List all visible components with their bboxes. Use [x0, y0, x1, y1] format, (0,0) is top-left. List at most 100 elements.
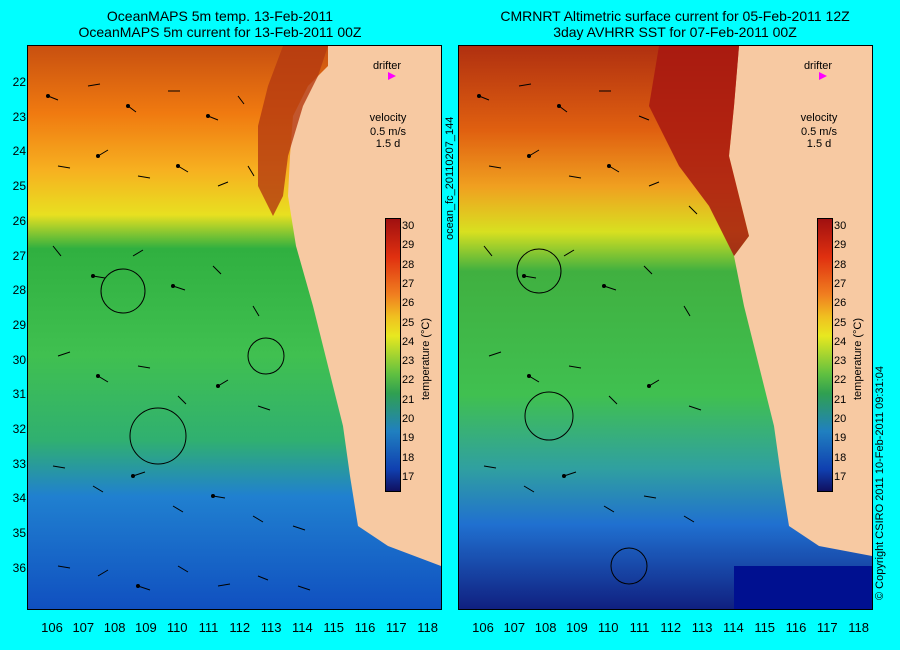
colorbar-tick-29: 29 [834, 239, 847, 252]
lat-tick-31: 31 [12, 387, 26, 402]
right-drifter-marker [819, 72, 827, 80]
lat-tick-26: 26 [12, 213, 26, 228]
lon-tick-114: 114 [292, 620, 313, 635]
lat-tick-29: 29 [12, 317, 26, 332]
right-title-line2: 3day AVHRR SST for 07-Feb-2011 00Z [553, 24, 797, 40]
lon-tick-110: 110 [166, 620, 188, 635]
lon-tick-109: 109 [135, 620, 157, 635]
left-warm-coast [258, 46, 328, 216]
left-title-line1: OceanMAPS 5m temp. 13-Feb-2011 [106, 8, 334, 24]
lon-tick-107: 107 [72, 620, 95, 635]
lon-tick-112: 112 [660, 620, 682, 635]
lon-tick-106: 106 [41, 620, 63, 635]
lon-tick-107: 107 [503, 620, 526, 635]
lon-tick-110: 110 [597, 620, 619, 635]
left-velocity-value: 0.5 m/s [369, 126, 407, 138]
right-warm-coast [649, 46, 749, 256]
right-velocity-label: velocity [800, 112, 838, 124]
lat-tick-28: 28 [12, 283, 26, 298]
lat-tick-35: 35 [12, 526, 26, 541]
left-title: OceanMAPS 5m temp. 13-Feb-2011 OceanMAPS… [40, 8, 400, 40]
lon-tick-106: 106 [472, 620, 494, 635]
colorbar-tick-24: 24 [834, 335, 847, 348]
lon-tick-113: 113 [691, 620, 713, 635]
lat-tick-22: 22 [12, 75, 26, 89]
colorbar-tick-21: 21 [402, 393, 415, 406]
lon-tick-112: 112 [229, 620, 251, 635]
lon-tick-116: 116 [354, 620, 376, 635]
colorbar-tick-18: 18 [834, 451, 847, 464]
colorbar-tick-26: 26 [402, 297, 415, 310]
right-vector-dots [477, 94, 651, 478]
colorbar-tick-23: 23 [402, 355, 415, 368]
colorbar-tick-30: 30 [402, 220, 415, 232]
colorbar-tick-27: 27 [402, 277, 415, 290]
left-velocity-label: velocity [369, 112, 407, 124]
colorbar-tick-23: 23 [834, 355, 847, 368]
left-drifter-label: drifter [372, 60, 402, 72]
colorbar-tick-21: 21 [834, 393, 847, 406]
lon-tick-114: 114 [723, 620, 744, 635]
colorbar-tick-26: 26 [834, 297, 847, 310]
lon-tick-111: 111 [629, 620, 650, 635]
left-map-svg [28, 46, 441, 609]
right-current-vectors [478, 83, 702, 585]
right-title-line1: CMRNRT Altimetric surface current for 05… [500, 8, 850, 24]
colorbar-tick-17: 17 [834, 470, 847, 483]
lon-tick-108: 108 [103, 620, 126, 635]
left-title-line2: OceanMAPS 5m current for 13-Feb-2011 00Z [78, 24, 362, 40]
lon-tick-115: 115 [323, 620, 345, 635]
right-title: CMRNRT Altimetric surface current for 05… [455, 8, 895, 40]
colorbar-tick-30: 30 [834, 220, 847, 232]
lon-tick-117: 117 [385, 620, 407, 635]
right-map-panel[interactable] [458, 45, 873, 610]
colorbar-tick-18: 18 [402, 451, 415, 464]
copyright-label: © Copyright CSIRO 2011 10-Feb-2011 09:31… [874, 366, 886, 600]
colorbar-tick-19: 19 [834, 432, 847, 445]
lon-tick-115: 115 [754, 620, 776, 635]
colorbar-tick-19: 19 [402, 432, 415, 445]
left-map-panel[interactable] [27, 45, 442, 610]
lat-tick-25: 25 [12, 179, 26, 194]
left-vector-dots [46, 94, 220, 588]
right-colorbar [817, 218, 833, 492]
right-drifter-label: drifter [803, 60, 833, 72]
lat-tick-27: 27 [12, 248, 26, 263]
right-colorbar-title: temperature (°C) [852, 317, 864, 400]
lat-tick-34: 34 [12, 491, 26, 506]
colorbar-tick-28: 28 [402, 258, 415, 271]
left-colorbar-title: temperature (°C) [420, 317, 432, 400]
lon-tick-118: 118 [417, 620, 438, 635]
right-velocity-value: 0.5 m/s [800, 126, 838, 138]
lon-tick-109: 109 [566, 620, 588, 635]
right-cold-patch [734, 566, 872, 609]
colorbar-tick-22: 22 [402, 374, 415, 387]
right-land [729, 46, 872, 556]
left-land [283, 46, 441, 566]
lon-tick-116: 116 [785, 620, 807, 635]
colorbar-tick-20: 20 [834, 413, 847, 425]
lat-tick-24: 24 [12, 144, 26, 159]
colorbar-tick-22: 22 [834, 374, 847, 387]
lon-tick-118: 118 [848, 620, 869, 635]
product-id-label: ocean_fc_20110207_144 [444, 116, 456, 240]
lon-tick-111: 111 [198, 620, 219, 635]
colorbar-tick-17: 17 [402, 470, 415, 483]
lon-tick-117: 117 [816, 620, 838, 635]
colorbar-tick-20: 20 [402, 413, 415, 425]
right-duration-value: 1.5 d [806, 138, 832, 150]
lat-tick-23: 23 [12, 109, 26, 124]
left-drifter-marker [388, 72, 396, 80]
colorbar-tick-27: 27 [834, 277, 847, 290]
colorbar-tick-24: 24 [402, 335, 415, 348]
lon-tick-108: 108 [534, 620, 557, 635]
right-map-svg [459, 46, 872, 609]
left-current-vectors [47, 83, 311, 591]
lat-tick-32: 32 [12, 422, 26, 436]
colorbar-tick-25: 25 [402, 316, 415, 329]
lon-tick-113: 113 [260, 620, 282, 635]
colorbar-tick-29: 29 [402, 239, 415, 252]
lat-tick-30: 30 [12, 352, 26, 367]
left-colorbar [385, 218, 401, 492]
left-duration-value: 1.5 d [375, 138, 401, 150]
